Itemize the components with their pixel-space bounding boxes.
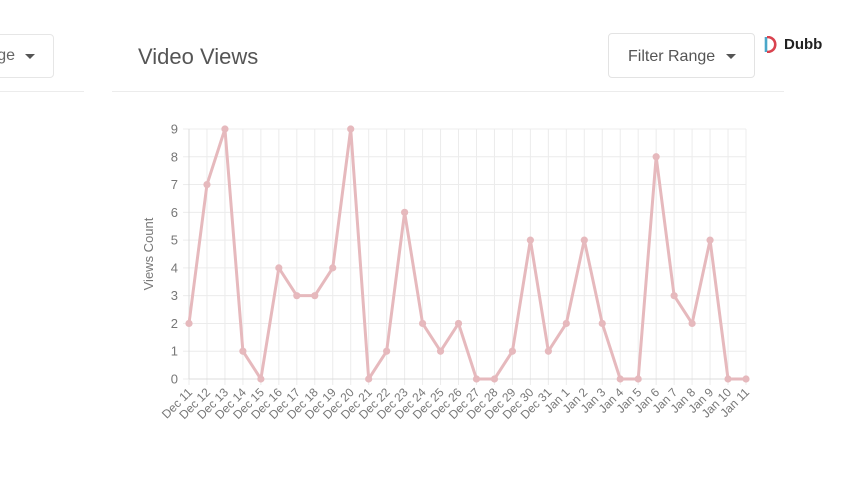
data-point [490,375,499,383]
y-tick-label: 2 [171,316,178,331]
dubb-logo-icon [764,35,777,53]
data-point [221,125,229,133]
y-tick-label: 7 [171,177,178,192]
data-point [418,319,427,328]
caret-down-icon [726,54,736,59]
data-point [436,347,445,355]
data-point [365,375,373,383]
data-point [347,125,355,133]
data-point [239,347,247,355]
y-tick-label: 8 [171,149,178,164]
y-tick-label: 3 [171,288,178,303]
data-point [472,375,481,383]
data-point [311,292,319,300]
y-tick-label: 1 [171,344,178,359]
logo-text: Dubb [784,35,823,53]
data-point [688,319,696,328]
data-point [293,292,301,300]
data-point [706,236,714,244]
data-point [580,236,588,244]
series-line [187,127,748,381]
dubb-logo: Dubb [764,34,822,54]
filter-range-label: Filter Range [628,48,716,65]
data-point [401,208,409,216]
y-tick-label: 5 [171,233,178,248]
caret-down-icon [25,54,35,59]
data-point [598,319,606,328]
data-point [257,375,265,383]
divider [0,91,84,92]
y-tick-label: 9 [171,122,178,137]
y-tick-label: 0 [171,372,178,387]
y-tick-label: 4 [171,260,178,275]
data-point [634,375,642,383]
page-title: Video Views [138,44,259,69]
data-point [275,264,283,272]
filter-range-label-partial: ge [0,47,15,64]
data-point [454,319,463,328]
divider [112,91,784,92]
data-point [544,347,552,355]
data-point [383,347,391,355]
data-point [652,153,660,161]
y-tick-label: 6 [171,205,178,220]
y-axis-label: Views Count [141,217,156,290]
data-point [526,236,534,244]
data-point [203,180,211,189]
data-point [724,375,732,383]
data-point [562,319,570,328]
data-point [508,347,517,355]
data-point [185,319,193,328]
data-point [670,292,678,300]
data-point [742,375,750,383]
filter-range-button[interactable]: Filter Range [608,33,755,78]
data-point [616,375,624,383]
data-point [329,264,337,272]
filter-range-button-partial[interactable]: ge [0,34,54,78]
